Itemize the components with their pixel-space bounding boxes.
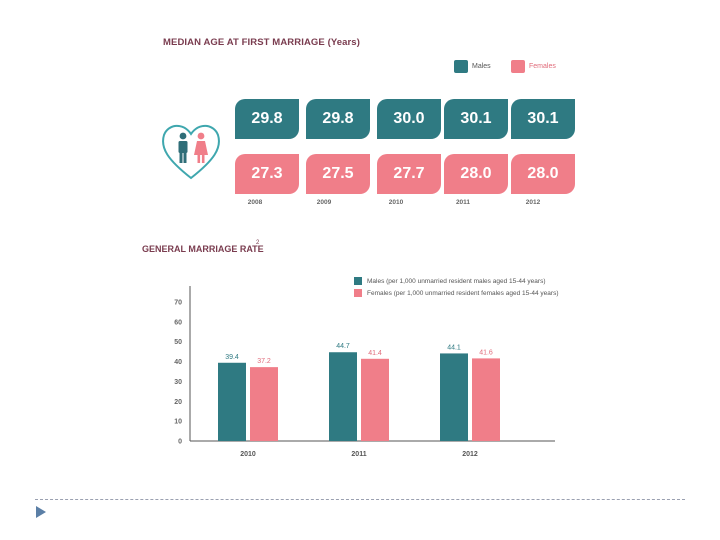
- male-person-icon: [178, 132, 188, 163]
- rate-legend-females-label: Females (per 1,000 unmarried resident fe…: [367, 289, 559, 297]
- rate-legend-males: Males (per 1,000 unmarried resident male…: [354, 277, 545, 285]
- nav-arrow-icon[interactable]: [35, 505, 47, 519]
- rate-legend-males-label: Males (per 1,000 unmarried resident male…: [367, 277, 546, 285]
- female-age-2009: 27.5: [306, 154, 370, 194]
- marriage-rate-title: GENERAL MARRIAGE RATE: [142, 244, 264, 254]
- legend-males-label: Males: [472, 63, 491, 70]
- female-age-2010: 27.7: [377, 154, 441, 194]
- bar-females-2012: [472, 358, 500, 441]
- y-tick-label: 70: [174, 300, 182, 307]
- bar-value-label: 39.4: [225, 354, 239, 361]
- bar-value-label: 41.6: [479, 349, 493, 356]
- female-age-2008: 27.3: [235, 154, 299, 194]
- bar-value-label: 41.4: [368, 350, 382, 357]
- male-age-2012: 30.1: [511, 99, 575, 139]
- bar-value-label: 44.1: [447, 344, 461, 351]
- age-year-2010: 2010: [388, 199, 404, 206]
- legend-females-label: Females: [529, 63, 556, 70]
- rate-legend-males-swatch: [354, 277, 362, 285]
- female-age-2012: 28.0: [511, 154, 575, 194]
- legend-females: Females: [511, 60, 556, 73]
- bar-value-label: 37.2: [257, 358, 271, 365]
- y-tick-label: 30: [174, 379, 182, 386]
- x-tick-label: 2010: [240, 451, 256, 458]
- male-age-2008: 29.8: [235, 99, 299, 139]
- female-age-2011: 28.0: [444, 154, 508, 194]
- x-tick-label: 2011: [351, 451, 366, 458]
- x-tick-label: 2012: [462, 451, 478, 458]
- age-year-2008: 2008: [247, 199, 263, 206]
- y-tick-label: 60: [174, 319, 182, 326]
- rate-legend-females-swatch: [354, 289, 362, 297]
- median-age-title: MEDIAN AGE AT FIRST MARRIAGE (Years): [163, 37, 360, 48]
- marriage-rate-footnote-ref: 2: [256, 240, 260, 246]
- rate-legend-females: Females (per 1,000 unmarried resident fe…: [354, 289, 559, 297]
- age-year-2011: 2011: [455, 199, 471, 206]
- bar-females-2011: [361, 358, 389, 441]
- bar-males-2012: [440, 353, 468, 441]
- male-age-2009: 29.8: [306, 99, 370, 139]
- bar-males-2010: [218, 362, 246, 441]
- y-tick-label: 50: [174, 339, 182, 346]
- bar-females-2010: [250, 367, 278, 441]
- age-year-2009: 2009: [316, 199, 332, 206]
- bar-males-2011: [329, 352, 357, 441]
- y-tick-label: 10: [174, 419, 182, 426]
- legend-males: Males: [454, 60, 491, 73]
- divider: [35, 499, 685, 500]
- y-tick-label: 40: [174, 359, 182, 366]
- heart-icon: [162, 124, 220, 180]
- legend-females-swatch: [511, 60, 525, 73]
- y-tick-label: 20: [174, 399, 182, 406]
- bar-value-label: 44.7: [336, 343, 350, 350]
- y-tick-label: 0: [178, 439, 182, 446]
- age-year-2012: 2012: [525, 199, 541, 206]
- legend-males-swatch: [454, 60, 468, 73]
- female-person-icon: [194, 132, 208, 163]
- male-age-2011: 30.1: [444, 99, 508, 139]
- male-age-2010: 30.0: [377, 99, 441, 139]
